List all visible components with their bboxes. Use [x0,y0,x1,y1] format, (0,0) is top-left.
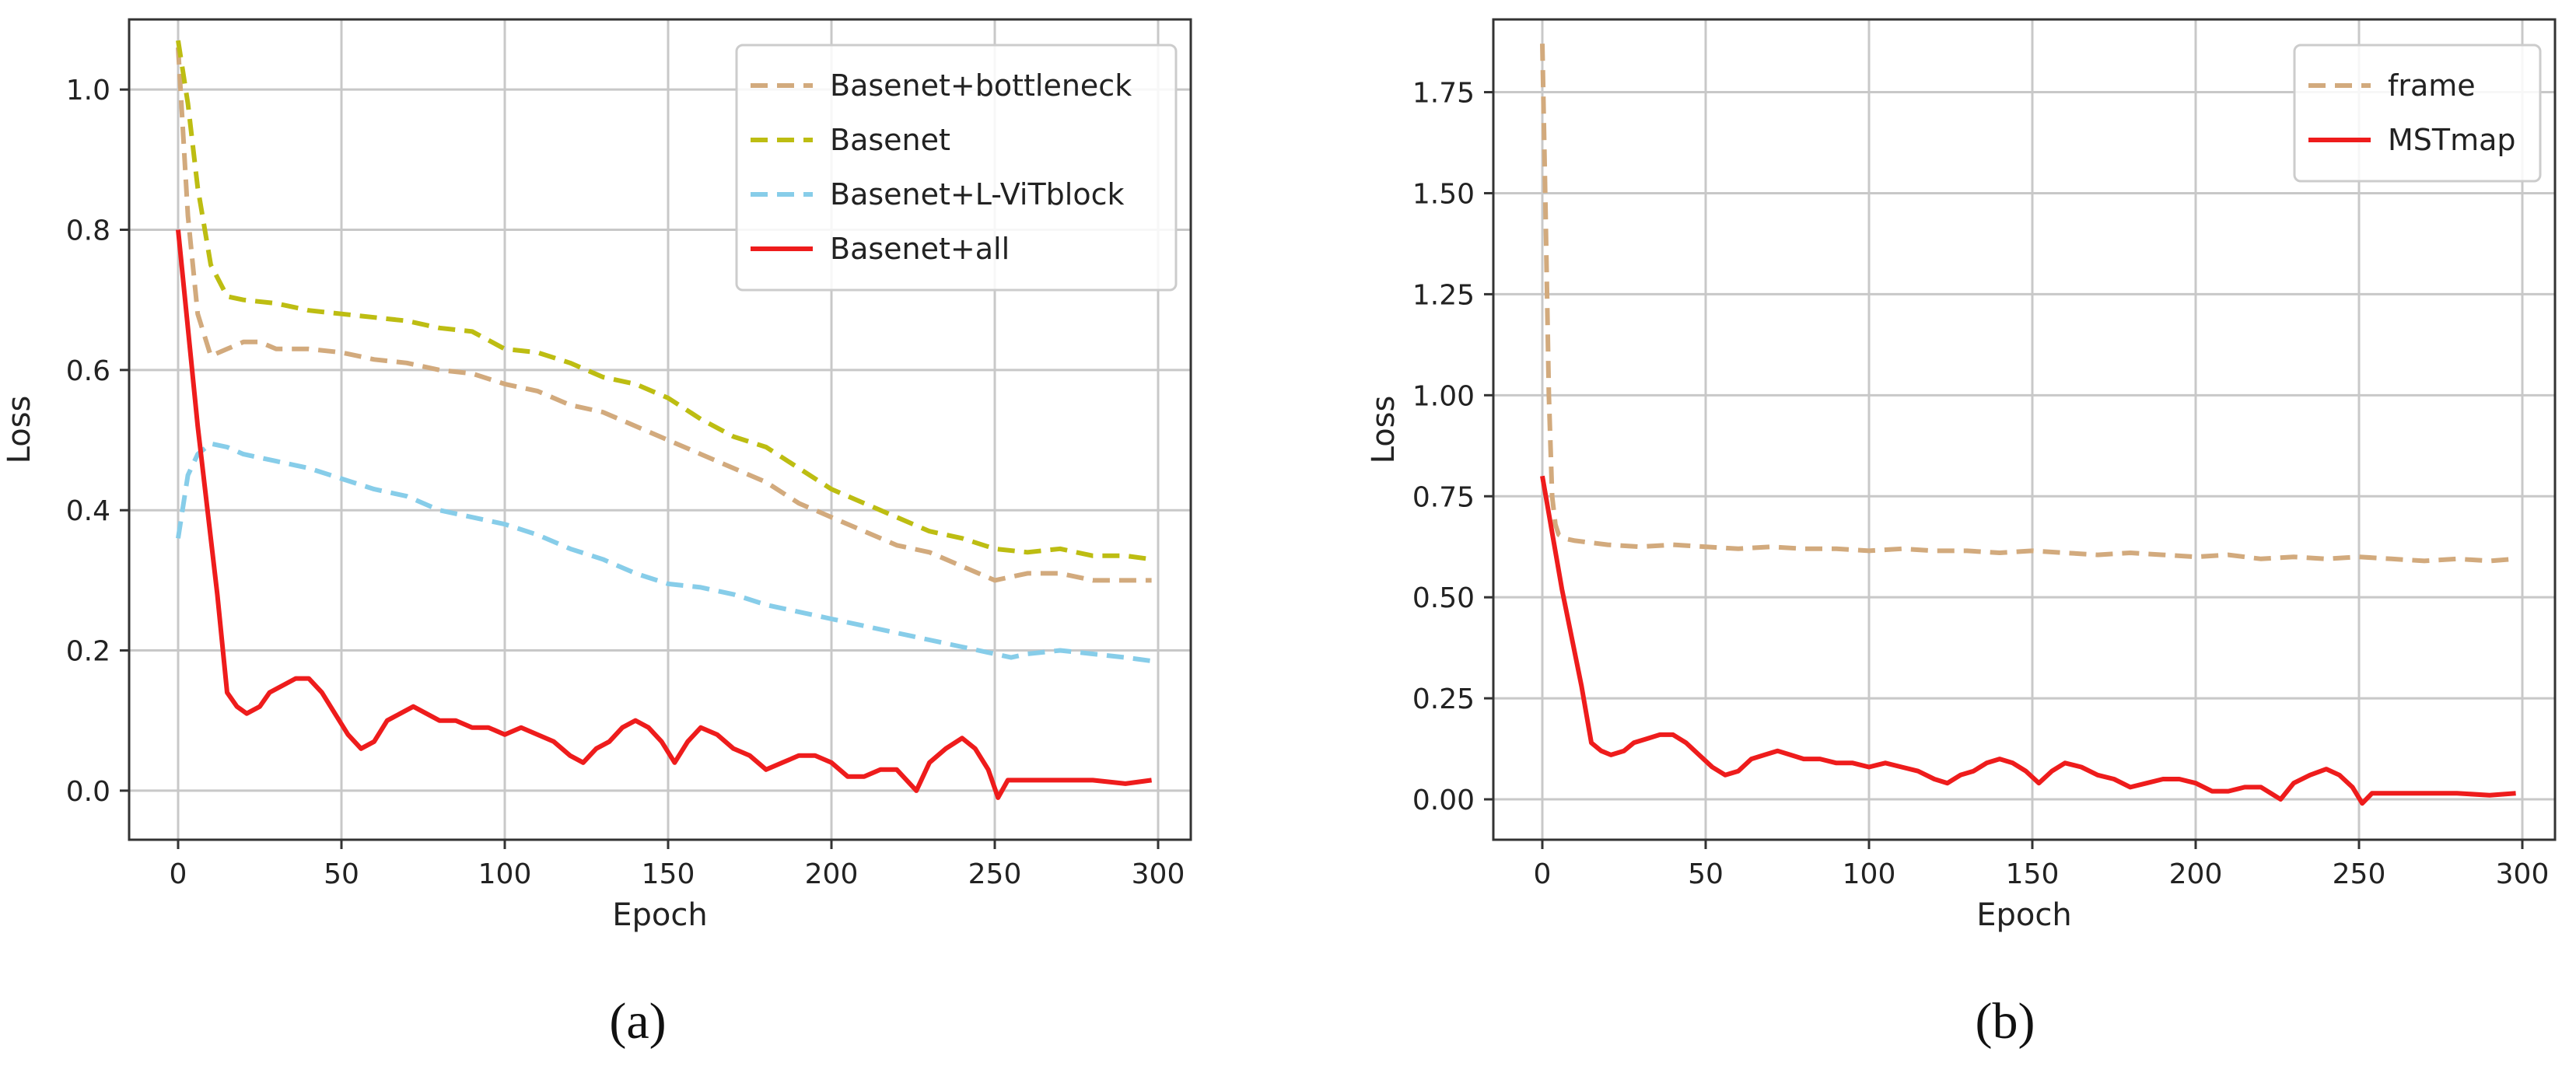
series-line-frame [1540,44,2516,564]
series-line-basenet-all [176,229,1152,800]
x-tick-label: 150 [2006,858,2060,890]
x-tick-label: 200 [2169,858,2223,890]
y-tick-label: 0.00 [1412,785,1475,816]
x-axis-title: Epoch [612,897,707,933]
legend-box [2293,44,2542,183]
legend-label: frame [2388,68,2476,103]
y-tick-label: 0.4 [66,495,110,527]
x-tick-label: 250 [2333,858,2386,890]
chart-caption: (b) [1976,993,2035,1050]
y-tick-label: 1.0 [66,75,110,107]
y-axis-title: Loss [2,396,37,464]
x-tick-label: 200 [805,858,859,890]
y-tick-label: 0.0 [66,776,110,808]
y-tick-label: 0.6 [66,355,110,387]
y-tick-label: 1.00 [1412,380,1475,412]
series-line-mstmap [1540,475,2516,806]
x-tick-label: 100 [1843,858,1896,890]
x-tick-label: 100 [478,858,532,890]
legend: frame MSTmap [2293,44,2542,183]
y-tick-label: 0.25 [1412,683,1475,715]
chart-a: 0 50 100 150 200 250 300 0.0 0.2 0.4 0.6 0.8 1.0 Epoc… [2,18,1192,1050]
y-tick-label: 0.8 [66,215,110,247]
y-tick-label: 0.75 [1412,481,1475,513]
x-tick-label: 50 [324,858,359,890]
legend-label: MSTmap [2388,123,2516,157]
legend-label: Basenet+all [830,232,1010,266]
chart-b: 0 50 100 150 200 250 300 0.00 0.25 0.50 0.75 1.00 1.… [1366,18,2557,1050]
y-tick-label: 1.25 [1412,279,1475,311]
y-tick-label: 1.75 [1412,78,1475,110]
x-axis-title: Epoch [1976,897,2071,933]
legend-label: Basenet+L-ViTblock [830,177,1124,211]
x-tick-label: 300 [2496,858,2550,890]
series-line-basenet-bottleneck [176,47,1152,583]
plot-frame [1492,18,2557,841]
x-tick-label: 150 [642,858,695,890]
chart-caption: (a) [609,993,666,1050]
legend-label: Basenet [830,123,950,157]
x-tick-label: 250 [968,858,1022,890]
legend: Basenet+bottleneck Basenet Basenet+L-ViTbl… [735,44,1178,292]
x-tick-label: 300 [1132,858,1185,890]
plot-frame [128,18,1192,841]
x-tick-label: 0 [1534,858,1552,890]
legend-label: Basenet+bottleneck [830,68,1132,103]
series-line-basenet [176,40,1152,562]
legend-box [735,44,1178,292]
y-tick-label: 1.50 [1412,178,1475,210]
y-axis-title: Loss [1366,396,1402,464]
y-tick-label: 0.2 [66,636,110,668]
x-tick-label: 0 [170,858,187,890]
x-tick-label: 50 [1688,858,1724,890]
series-line-basenet-l-vitblock [176,441,1152,664]
y-tick-label: 0.50 [1412,582,1475,614]
